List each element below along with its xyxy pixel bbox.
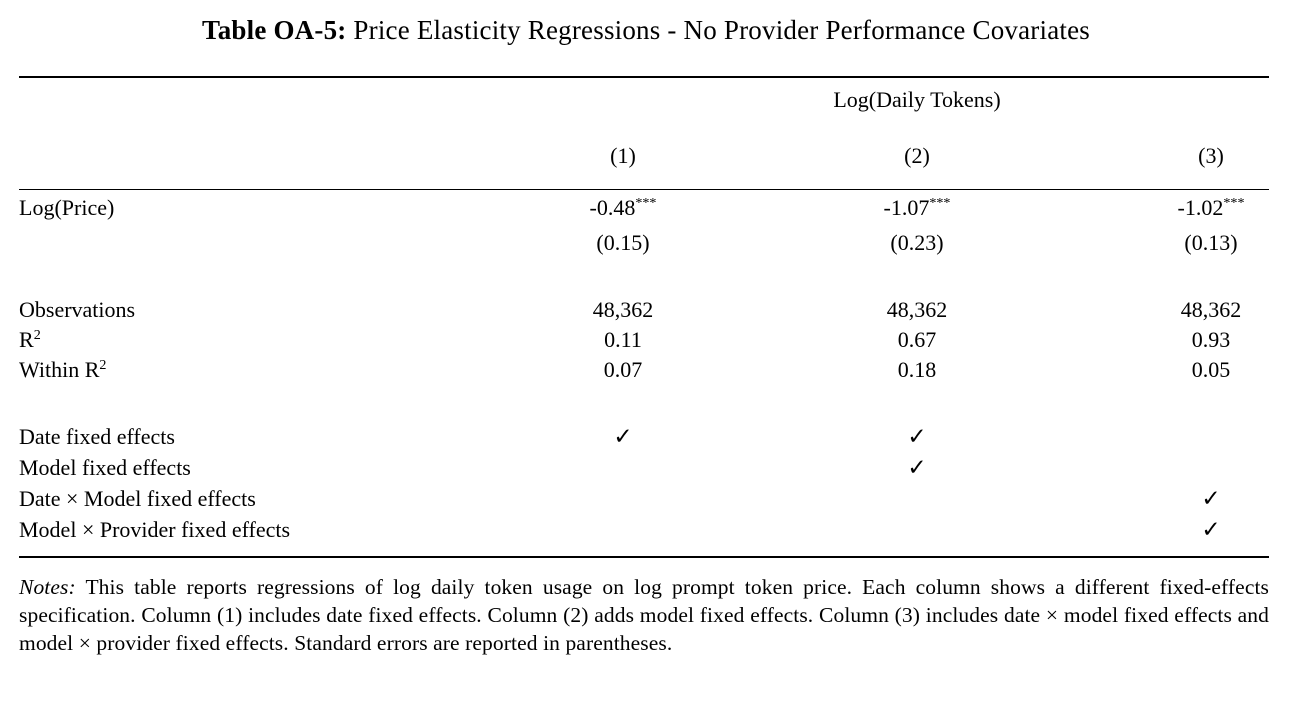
- se-cell-3: (0.13): [1184, 229, 1238, 255]
- coefficient-cell-2: -1.07***: [681, 190, 1153, 227]
- column-header-3: (3): [1153, 122, 1270, 190]
- dependent-variable-header: Log(Daily Tokens): [833, 87, 1001, 112]
- coefficient-cell-1: -0.48***: [565, 190, 681, 227]
- fe-check-cell: [565, 514, 681, 545]
- table-notes: Notes: This table reports regressions of…: [19, 573, 1269, 657]
- regression-table: Log(Daily Tokens) (1) (2) (3) Log(Price)…: [19, 76, 1270, 558]
- fe-row-date: Date fixed effects ✓ ✓: [19, 421, 1269, 452]
- row-label-r-squared: R: [19, 327, 34, 352]
- row-label-model-fe: Model fixed effects: [19, 454, 191, 480]
- fe-row-model: Model fixed effects ✓: [19, 452, 1269, 483]
- stat-cell: 48,362: [886, 297, 948, 322]
- column-header-row: (1) (2) (3): [19, 122, 1270, 190]
- row-label-superscript: 2: [99, 357, 107, 374]
- fe-check-cell: [681, 483, 1153, 514]
- table-title: Table OA-5: Price Elasticity Regressions…: [0, 15, 1292, 45]
- coefficient-row: Log(Price) -0.48*** -1.07*** -1.02***: [19, 190, 1269, 227]
- fe-row-date-x-model: Date × Model fixed effects ✓: [19, 483, 1269, 514]
- stat-row-observations: Observations 48,362 48,362 48,362: [19, 295, 1269, 325]
- se-cell-1: (0.15): [596, 229, 650, 255]
- table-title-text: Price Elasticity Regressions - No Provid…: [353, 15, 1090, 45]
- stat-cell: 0.07: [603, 357, 643, 382]
- spacer-row: [19, 385, 1269, 421]
- fe-check-cell: [565, 452, 681, 483]
- significance-stars: ***: [1223, 195, 1245, 212]
- spacer-row: [19, 545, 1269, 557]
- estimate-value: -1.07: [883, 195, 930, 220]
- notes-text: This table reports regressions of log da…: [19, 575, 1270, 655]
- fe-row-model-x-provider: Model × Provider fixed effects ✓: [19, 514, 1269, 545]
- check-icon: ✓: [907, 424, 927, 449]
- column-header-2: (2): [681, 122, 1153, 190]
- empty-cell: [19, 77, 565, 122]
- stat-cell: 0.18: [897, 357, 937, 382]
- check-icon: ✓: [1201, 486, 1221, 511]
- check-icon: ✓: [1201, 517, 1221, 542]
- empty-cell: [19, 122, 565, 190]
- spanner-row: Log(Daily Tokens): [19, 77, 1269, 122]
- row-label-date-fe: Date fixed effects: [19, 423, 175, 449]
- fe-check-cell: [1153, 421, 1269, 452]
- stat-row-r-squared: R2 0.11 0.67 0.93: [19, 325, 1269, 355]
- stat-cell: 0.93: [1191, 327, 1231, 352]
- notes-label: Notes:: [19, 575, 76, 599]
- estimate-value: -1.02: [1177, 195, 1224, 220]
- fe-check-cell: [1153, 452, 1269, 483]
- row-label-superscript: 2: [33, 327, 41, 344]
- row-label-observations: Observations: [19, 297, 136, 322]
- stat-cell: 48,362: [1180, 297, 1242, 322]
- standard-error-row: (0.15) (0.23) (0.13): [19, 226, 1269, 259]
- row-label-model-x-provider-fe: Model × Provider fixed effects: [19, 516, 291, 542]
- row-label-within-r-squared: Within R: [19, 357, 100, 382]
- fe-check-cell: ✓: [1153, 514, 1269, 545]
- stat-cell: 48,362: [592, 297, 654, 322]
- empty-cell: [19, 226, 565, 259]
- fe-check-cell: [565, 483, 681, 514]
- se-cell-2: (0.23): [890, 229, 944, 255]
- stat-cell: 0.05: [1191, 357, 1231, 382]
- stat-row-within-r-squared: Within R2 0.07 0.18 0.05: [19, 355, 1269, 385]
- significance-stars: ***: [635, 195, 657, 212]
- stat-cell: 0.11: [604, 327, 642, 352]
- check-icon: ✓: [613, 424, 633, 449]
- fe-check-cell: ✓: [681, 452, 1153, 483]
- coefficient-cell-3: -1.02***: [1153, 190, 1269, 227]
- column-header-1: (1): [565, 122, 681, 190]
- stat-cell: 0.67: [897, 327, 937, 352]
- fe-check-cell: ✓: [1153, 483, 1269, 514]
- paper-page: Table OA-5: Price Elasticity Regressions…: [0, 15, 1292, 713]
- row-label-log-price: Log(Price): [19, 195, 115, 220]
- spacer-row: [19, 259, 1269, 295]
- check-icon: ✓: [907, 455, 927, 480]
- significance-stars: ***: [929, 195, 951, 212]
- fe-check-cell: [681, 514, 1153, 545]
- estimate-value: -0.48: [589, 195, 636, 220]
- fe-check-cell: ✓: [565, 421, 681, 452]
- fe-check-cell: ✓: [681, 421, 1153, 452]
- row-label-date-x-model-fe: Date × Model fixed effects: [19, 485, 256, 511]
- table-title-label: Table OA-5:: [202, 15, 347, 45]
